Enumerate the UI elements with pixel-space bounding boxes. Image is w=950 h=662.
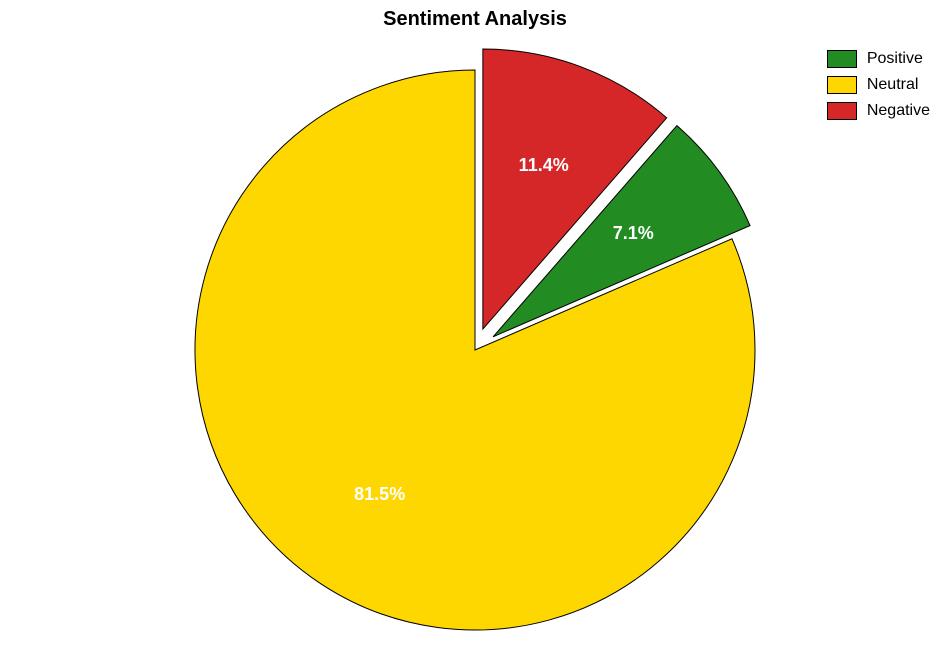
legend-item-neutral: Neutral <box>827 74 930 96</box>
legend-label: Neutral <box>867 76 919 94</box>
legend-swatch <box>827 76 857 94</box>
legend: Positive Neutral Negative <box>827 48 930 126</box>
legend-label: Negative <box>867 102 930 120</box>
pie-label-neutral: 81.5% <box>354 484 405 504</box>
pie-svg: 81.5% 7.1% 11.4% <box>0 0 950 662</box>
legend-label: Positive <box>867 50 923 68</box>
pie-label-negative: 11.4% <box>519 155 569 175</box>
legend-item-positive: Positive <box>827 48 930 70</box>
legend-swatch <box>827 50 857 68</box>
legend-swatch <box>827 102 857 120</box>
pie-label-positive: 7.1% <box>613 223 654 243</box>
sentiment-pie-chart: Sentiment Analysis 81.5%7.1%11.4% Positi… <box>0 0 950 662</box>
legend-item-negative: Negative <box>827 100 930 122</box>
